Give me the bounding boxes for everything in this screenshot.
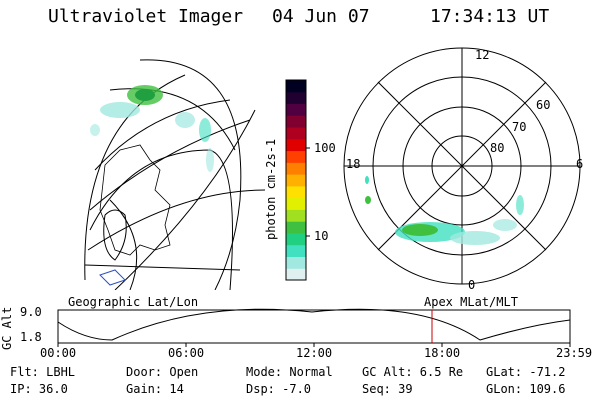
- info-gain: Gain: 14: [126, 382, 184, 396]
- lat-label-80: 80: [490, 141, 505, 155]
- info-glon: GLon: 109.6: [486, 382, 566, 396]
- timeline-xtick-1200: 12:00: [296, 346, 333, 360]
- colorbar-cell: [286, 103, 306, 116]
- aurora-emission-polar: [365, 176, 524, 245]
- colorbar-cell: [286, 91, 306, 105]
- colorbar-frame: [285, 79, 307, 281]
- timeline-right-label: Apex MLat/MLT: [424, 295, 518, 309]
- map-meridian: [84, 74, 186, 281]
- polar-meridian-diag: [377, 81, 547, 251]
- timeline-ytick-1-8: 1.8: [20, 330, 42, 344]
- observation-date: 04 Jun 07: [272, 6, 370, 27]
- colorbar-unit-label: photon cm-2s-1: [264, 138, 278, 240]
- colorbar-label-10: 10: [314, 229, 329, 243]
- polar-plot: [343, 47, 581, 285]
- timeline-xtick-1800: 18:00: [424, 346, 461, 360]
- observation-time: 17:34:13 UT: [430, 6, 550, 27]
- colorbar-cell: [286, 174, 306, 187]
- info-ip: IP: 36.0: [10, 382, 68, 396]
- info-dsp: Dsp: -7.0: [246, 382, 312, 396]
- colorbar-cell: [286, 256, 306, 269]
- colorbar-cell: [286, 221, 306, 234]
- colorbar-cell: [286, 268, 306, 281]
- map-coastline: [103, 209, 127, 261]
- timeline-ytick-9: 9.0: [20, 305, 42, 319]
- colorbar-cell: [286, 80, 306, 93]
- mlt-label-18: 18: [346, 157, 361, 171]
- colorbar-cell: [286, 115, 306, 128]
- colorbar-cell: [286, 127, 306, 140]
- map-latitude-line: [109, 88, 236, 151]
- timeline-xtick-2359: 23:59: [556, 346, 593, 360]
- timeline-xtick-0600: 06:00: [168, 346, 205, 360]
- colorbar-cell: [286, 162, 306, 175]
- mlt-label-0: 0: [468, 278, 476, 292]
- info-gc-alt: GC Alt: 6.5 Re: [362, 365, 464, 379]
- aurora-emission-geo: [90, 85, 214, 172]
- map-meridian: [109, 199, 138, 290]
- info-door: Door: Open: [126, 365, 199, 379]
- altitude-curve: [57, 308, 571, 341]
- map-coastline: [99, 144, 171, 256]
- info-filter: Flt: LBHL: [10, 365, 76, 379]
- altitude-timeline-frame: [57, 309, 571, 344]
- timeline-axis-title: GC Alt: [0, 306, 14, 350]
- map-coastline: [99, 269, 126, 286]
- colorbar-cell: [286, 185, 306, 199]
- instrument-title: Ultraviolet Imager: [48, 6, 244, 27]
- info-mode: Mode: Normal: [246, 365, 333, 379]
- map-meridian: [114, 109, 256, 290]
- colorbar-cell: [286, 232, 306, 246]
- map-limb-arc: [139, 59, 242, 290]
- colorbar-cell: [286, 150, 306, 163]
- map-horizon-line: [84, 264, 241, 271]
- colorbar-cell: [286, 244, 306, 257]
- colorbar: [286, 80, 306, 281]
- colorbar-label-100: 100: [314, 141, 336, 155]
- colorbar-cell: [286, 197, 306, 210]
- timeline-left-label: Geographic Lat/Lon: [68, 295, 199, 309]
- map-latitude-line: [89, 119, 251, 211]
- lat-label-70: 70: [512, 120, 527, 134]
- map-latitude-line: [94, 99, 231, 171]
- mlt-label-12: 12: [475, 48, 490, 62]
- info-seq: Seq: 39: [362, 382, 413, 396]
- colorbar-cell: [286, 209, 306, 222]
- mlt-label-6: 6: [576, 157, 584, 171]
- map-latitude-line: [87, 189, 266, 251]
- timeline-xtick-0000: 00:00: [40, 346, 77, 360]
- colorbar-cell: [286, 138, 306, 152]
- lat-label-60: 60: [536, 98, 551, 112]
- info-glat: GLat: -71.2: [486, 365, 566, 379]
